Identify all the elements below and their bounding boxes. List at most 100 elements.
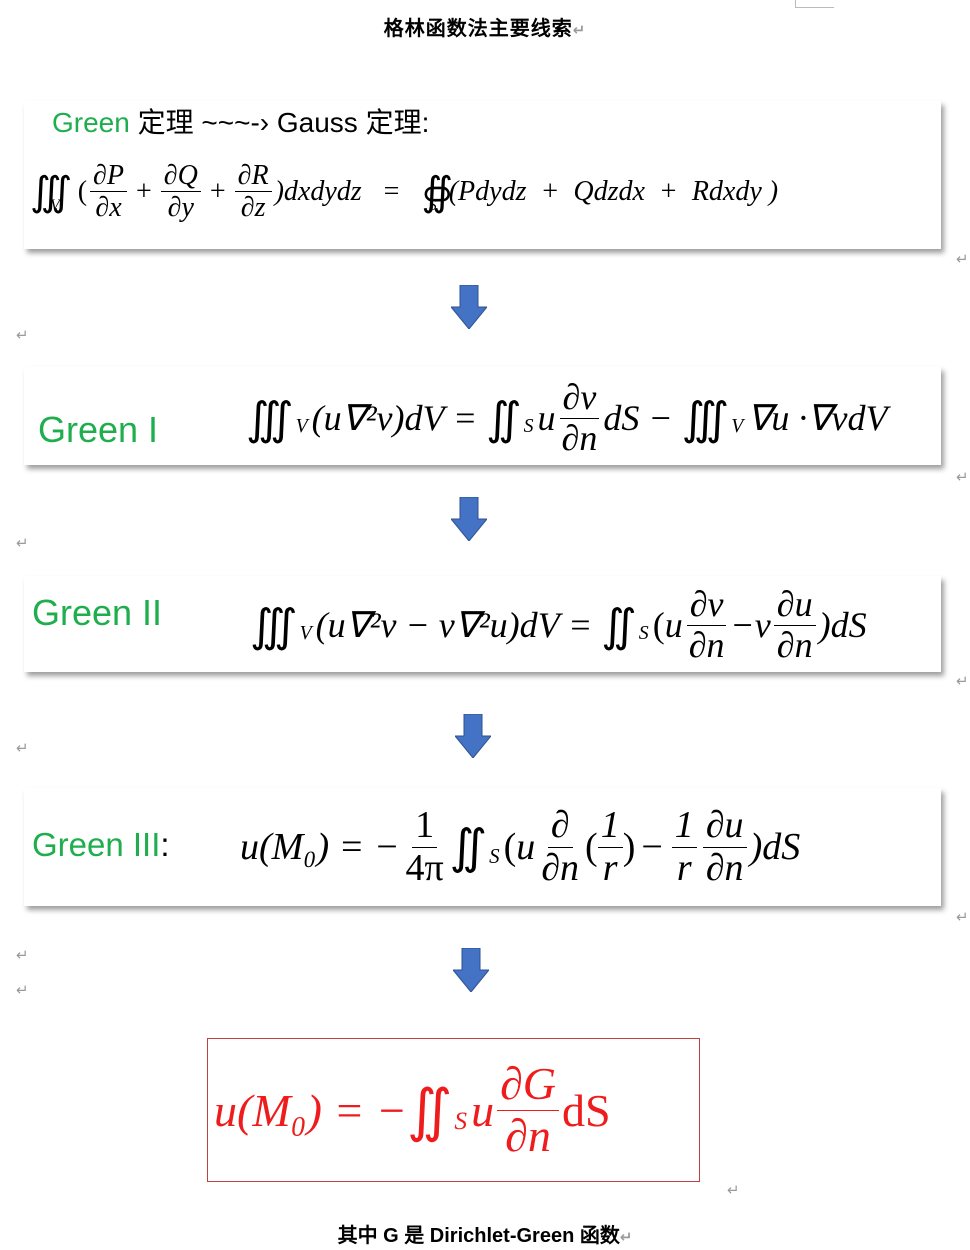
frac-num: 1 (597, 805, 623, 848)
result-lhs: u(M₀) = − (214, 1084, 408, 1136)
frac-den: ∂n (705, 846, 744, 889)
minus-sign: − (732, 605, 753, 645)
result-frac: ∂G ∂n (497, 1059, 560, 1161)
green-first-label: Green I (38, 409, 159, 450)
green-third-lhs: u(M₀) = − (240, 826, 400, 868)
surface-subscript: S (454, 1106, 468, 1135)
equals-sign: = (383, 175, 400, 207)
frac-num: ∂P (90, 161, 127, 193)
u-symbol: u (664, 605, 683, 645)
green-third-label: Green III: (32, 826, 170, 864)
triple-integral-symbol: ∭ (681, 393, 730, 444)
green-third-deriv-frac: ∂ ∂n (538, 805, 582, 889)
gauss-theorem-box: Green 定理 ~~~-› Gauss 定理: ∭ V ( ∂P ∂x + ∂Q… (24, 101, 941, 249)
gauss-heading-text: 定理 ~~~-› Gauss 定理: (129, 107, 430, 138)
frac-num: ∂Q (160, 161, 201, 193)
open-paren: ( (77, 175, 88, 207)
paragraph-mark: ↵ (16, 946, 29, 964)
frac-num: ∂v (686, 585, 727, 626)
u-symbol: u (516, 826, 536, 868)
double-integral-symbol: ∬ (449, 821, 488, 874)
gauss-heading-green: Green (52, 107, 130, 138)
triple-integral-symbol: ∭ (250, 600, 298, 651)
caption-text: 其中 G 是 Dirichlet-Green 函数 (337, 1225, 620, 1247)
gauss-equation: ∭ V ( ∂P ∂x + ∂Q ∂y + ∂R ∂z )dxdydz = ∯ S (… (30, 161, 778, 223)
open-paren: ( (503, 826, 517, 868)
page-title: 格林函数法主要线索↵ (0, 12, 970, 41)
green-second-frac-u: ∂u ∂n (773, 585, 816, 665)
gauss-frac-p: ∂P ∂x (90, 161, 127, 223)
frac-den: ∂n (541, 846, 580, 889)
down-arrow-icon (451, 285, 487, 329)
page-title-text: 格林函数法主要线索 (383, 18, 573, 40)
open-paren: ( (585, 826, 598, 868)
result-box: u(M₀) = − ∬ S u ∂G ∂n dS (207, 1038, 700, 1182)
page-corner-mark (795, 0, 834, 8)
double-integral-symbol: ∬ (407, 1079, 452, 1143)
green-second-tail: )dS (818, 605, 867, 645)
green-second-frac-v: ∂v ∂n (686, 585, 728, 665)
green-second-equation: ∭ V (u∇²v − v∇²u)dV = ∬ S (u ∂v ∂n − v ∂u ∂… (250, 580, 867, 670)
gauss-heading: Green 定理 ~~~-› Gauss 定理: (52, 101, 429, 141)
triple-integral-symbol: ∭ (246, 393, 294, 444)
frac-den: r (602, 846, 618, 889)
frac-num: ∂ (547, 805, 573, 848)
u-symbol: u (537, 398, 556, 438)
frac-num: ∂u (702, 805, 747, 848)
down-arrow-icon (455, 714, 491, 758)
down-arrow-icon (451, 497, 487, 541)
result-equation: u(M₀) = − ∬ S u ∂G ∂n dS (214, 1043, 611, 1177)
green-third-label-text: Green III (32, 826, 161, 863)
green-third-tail: )dS (749, 826, 801, 868)
v-symbol: v (754, 605, 771, 645)
close-paren: ) (622, 826, 636, 868)
result-tail: dS (562, 1084, 611, 1136)
minus-sign: − (641, 826, 663, 868)
frac-den: 4π (405, 846, 444, 889)
gauss-rhs: (Pdydz + Qdzdx + Rdxdy ) (448, 175, 779, 207)
green-third-coef-frac: 1 4π (402, 805, 446, 889)
gauss-frac-r: ∂R ∂z (234, 161, 272, 224)
paragraph-mark: ↵ (956, 908, 969, 926)
gauss-lhs-tail: )dxdydz (274, 175, 362, 207)
green-first-box: Green I ∭ V (u∇²v)dV = ∬ S u ∂v ∂n dS − ∭… (24, 367, 941, 465)
caption: 其中 G 是 Dirichlet-Green 函数↵ (0, 1219, 970, 1248)
green-first-equation: ∭ V (u∇²v)dV = ∬ S u ∂v ∂n dS − ∭ V ∇u ·∇… (246, 373, 887, 463)
frac-num: 1 (412, 805, 438, 848)
green-first-lhs: (u∇²v)dV = (311, 398, 487, 438)
frac-num: 1 (671, 805, 697, 848)
paragraph-mark: ↵ (16, 534, 29, 552)
triple-integral-symbol: ∭ (30, 169, 72, 215)
surface-subscript: S (523, 415, 534, 438)
green-first-frac: ∂v ∂n (559, 378, 601, 458)
paragraph-mark: ↵ (727, 1181, 740, 1199)
plus-sign: + (135, 175, 152, 207)
frac-num: ∂G (497, 1059, 560, 1111)
paragraph-mark: ↵ (16, 739, 29, 757)
surface-subscript: S (489, 843, 500, 868)
gauss-lhs-subscript: V (50, 196, 60, 214)
paragraph-mark: ↵ (16, 981, 29, 999)
paragraph-mark: ↵ (16, 326, 29, 344)
double-integral-symbol: ∬ (601, 600, 636, 651)
volume-subscript: V (299, 622, 312, 645)
frac-den: ∂n (561, 417, 598, 458)
surface-subscript: S (638, 622, 649, 645)
green-second-label: Green II (32, 592, 163, 633)
frac-den: ∂z (240, 192, 266, 224)
frac-num: ∂v (559, 378, 600, 419)
frac-den: ∂y (167, 192, 194, 224)
volume-subscript: V (731, 415, 744, 438)
double-integral-symbol: ∬ (486, 393, 521, 444)
u-symbol: u (471, 1084, 495, 1136)
green-first-mid: dS − (603, 398, 682, 438)
paragraph-mark: ↵ (956, 468, 969, 486)
frac-num: ∂R (234, 161, 272, 193)
frac-den: ∂n (505, 1109, 551, 1161)
down-arrow-icon (453, 948, 489, 992)
volume-subscript: V (295, 415, 308, 438)
paragraph-mark: ↵ (956, 250, 969, 268)
